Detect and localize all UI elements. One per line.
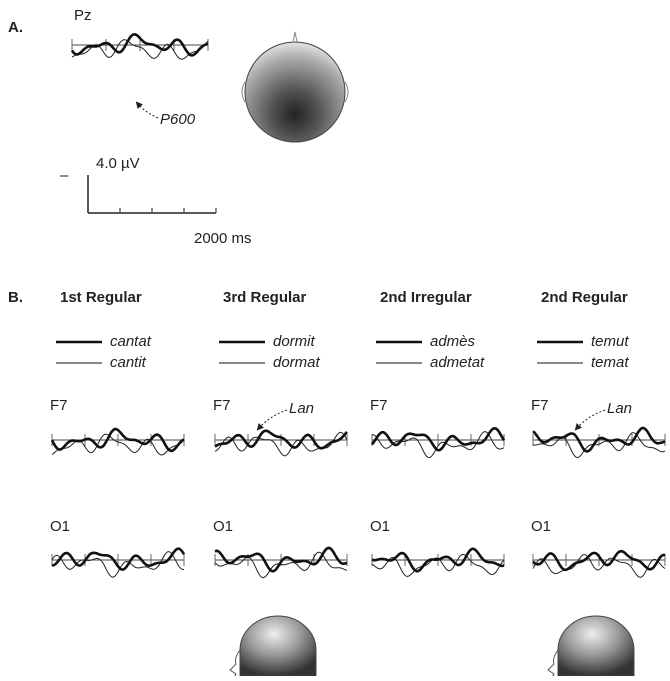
electrode-label: O1 — [370, 518, 390, 535]
legend-label: cantat — [110, 333, 152, 350]
electrode-label: O1 — [213, 518, 233, 535]
legend-label: admetat — [430, 354, 485, 371]
face-outline — [230, 650, 240, 676]
legend-label: temut — [591, 333, 629, 350]
annotation: P600 — [160, 111, 196, 128]
panel-label: B. — [8, 289, 23, 306]
electrode-label: Pz — [74, 7, 92, 24]
head-map — [558, 616, 634, 676]
electrode-label: O1 — [531, 518, 551, 535]
column-title: 1st Regular — [60, 289, 142, 306]
electrode-label: O1 — [50, 518, 70, 535]
face-outline — [548, 650, 558, 676]
time-scale: 2000 ms — [194, 230, 252, 247]
nose — [293, 32, 297, 42]
legend-label: dormit — [273, 333, 316, 350]
annotation: Lan — [607, 400, 632, 417]
electrode-label: F7 — [50, 397, 68, 414]
scale-mark: – — [60, 167, 69, 184]
electrode-label: F7 — [531, 397, 549, 414]
column-title: 2nd Regular — [541, 289, 628, 306]
annotation-arrow — [577, 410, 605, 428]
waveform-thick — [372, 549, 504, 572]
legend-label: admès — [430, 333, 476, 350]
annotation: Lan — [289, 400, 314, 417]
legend-label: temat — [591, 354, 629, 371]
column-title: 3rd Regular — [223, 289, 307, 306]
annotation-arrow — [138, 104, 158, 118]
figure: A. Pz P600 – 4.0 µV 2000 ms B. 1st Regul… — [0, 0, 670, 676]
scalp-map — [245, 42, 345, 142]
column-title: 2nd Irregular — [380, 289, 472, 306]
panel-label: A. — [8, 19, 23, 36]
waveform — [72, 34, 208, 59]
electrode-label: F7 — [370, 397, 388, 414]
annotation-arrow — [259, 410, 287, 428]
head-map — [240, 616, 316, 676]
legend-label: cantit — [110, 354, 147, 371]
amplitude-scale: 4.0 µV — [96, 155, 140, 172]
electrode-label: F7 — [213, 397, 231, 414]
legend-label: dormat — [273, 354, 321, 371]
